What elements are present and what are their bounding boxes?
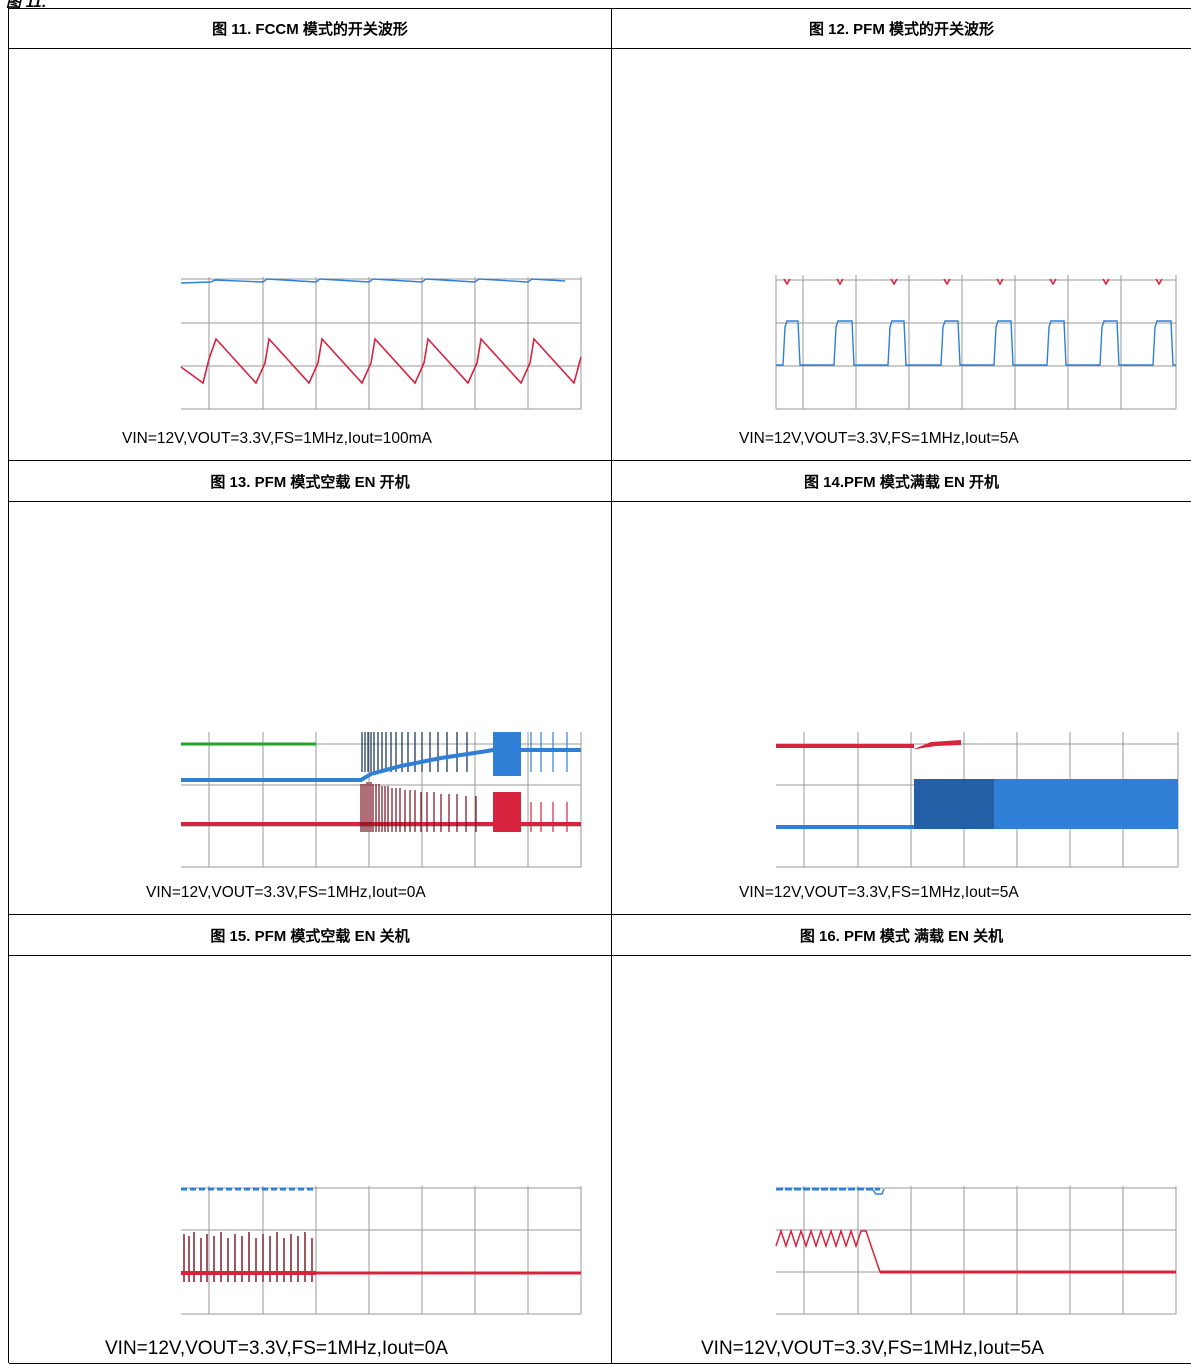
figure-12-panel — [612, 49, 1191, 461]
clipped-header-line: 图 11. — [0, 0, 1191, 8]
figure-11-panel — [9, 49, 612, 461]
figure-11-scope — [180, 277, 582, 410]
figure-16-scope — [775, 1186, 1177, 1315]
figure-15-scope — [181, 1186, 582, 1315]
figure-14-condition: VIN=12V,VOUT=3.3V,FS=1MHz,Iout=5A — [739, 884, 1019, 901]
figure-15-condition: VIN=12V,VOUT=3.3V,FS=1MHz,Iout=0A — [105, 1338, 448, 1359]
figure-16-condition: VIN=12V,VOUT=3.3V,FS=1MHz,Iout=5A — [701, 1338, 1044, 1359]
figure-table: 图 11. FCCM 模式的开关波形 图 12. PFM 模式的开关波形 — [8, 8, 1191, 1364]
figure-13-caption: 图 13. PFM 模式空载 EN 开机 — [9, 461, 612, 502]
figure-11-caption: 图 11. FCCM 模式的开关波形 — [9, 9, 612, 49]
figure-14-caption: 图 14.PFM 模式满载 EN 开机 — [612, 461, 1191, 502]
figure-12-scope — [775, 275, 1177, 410]
figure-11-condition: VIN=12V,VOUT=3.3V,FS=1MHz,Iout=100mA — [122, 430, 432, 447]
figure-13-scope — [181, 732, 582, 868]
figure-14-panel — [612, 502, 1191, 915]
figure-16-caption: 图 16. PFM 模式 满载 EN 关机 — [612, 915, 1191, 956]
figure-13-panel — [9, 502, 612, 915]
figure-14-scope — [776, 732, 1179, 868]
figure-12-caption: 图 12. PFM 模式的开关波形 — [612, 9, 1191, 49]
figure-13-condition: VIN=12V,VOUT=3.3V,FS=1MHz,Iout=0A — [146, 884, 426, 901]
figure-15-caption: 图 15. PFM 模式空载 EN 关机 — [9, 915, 612, 956]
figure-16-panel — [612, 956, 1191, 1364]
figure-12-condition: VIN=12V,VOUT=3.3V,FS=1MHz,Iout=5A — [739, 430, 1019, 447]
figure-15-panel — [9, 956, 612, 1364]
clipped-header-text: 图 11. — [6, 0, 46, 8]
